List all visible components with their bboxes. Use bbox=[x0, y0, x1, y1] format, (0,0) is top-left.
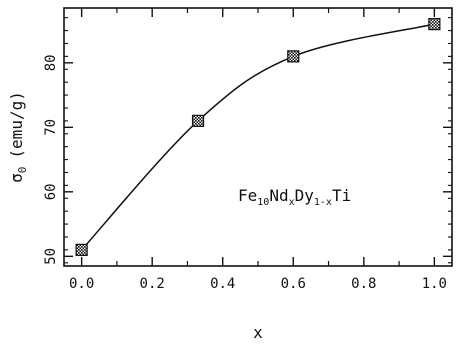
annotation-subscript: 10 bbox=[257, 197, 269, 208]
data-point bbox=[75, 243, 88, 256]
x-tick-label: 0.2 bbox=[140, 276, 165, 292]
x-tick-label: 0.6 bbox=[281, 276, 306, 292]
points-layer bbox=[75, 18, 441, 256]
series-line bbox=[81, 23, 435, 251]
annotation-text: Fe bbox=[238, 186, 257, 205]
x-tick-label: 0.4 bbox=[210, 276, 235, 292]
annotation-text: Nd bbox=[269, 186, 288, 205]
y-tick-label: 80 bbox=[43, 54, 59, 71]
data-point bbox=[287, 50, 300, 63]
y-tick-label: 60 bbox=[43, 183, 59, 200]
x-axis-label: x bbox=[253, 323, 263, 342]
data-point bbox=[191, 114, 205, 127]
annotation-text: Dy bbox=[295, 186, 315, 205]
composition-annotation: Fe10NdxDy1-xTi bbox=[238, 186, 351, 208]
ticks-layer bbox=[64, 8, 452, 266]
annotation-subscript: x bbox=[289, 197, 295, 208]
y-tick-label: 50 bbox=[43, 248, 59, 265]
x-tick-label: 1.0 bbox=[422, 276, 447, 292]
y-axis-symbol: σ bbox=[7, 173, 26, 183]
labels-layer: 0.0 0.2 0.4 0.6 0.8 1.0 50 60 70 80 bbox=[43, 54, 447, 292]
annotation-text: Ti bbox=[332, 186, 351, 205]
y-axis-subscript: 0 bbox=[16, 167, 29, 174]
series-layer bbox=[81, 23, 435, 251]
x-tick-label: 0.8 bbox=[351, 276, 376, 292]
data-point bbox=[428, 18, 441, 31]
x-tick-label: 0.0 bbox=[69, 276, 94, 292]
y-axis-label: σ0 (emu/g) bbox=[7, 91, 29, 183]
y-tick-label: 70 bbox=[43, 119, 59, 136]
annotation-subscript: 1-x bbox=[314, 197, 332, 208]
y-axis-unit: (emu/g) bbox=[7, 91, 26, 158]
plot-frame bbox=[63, 7, 453, 267]
